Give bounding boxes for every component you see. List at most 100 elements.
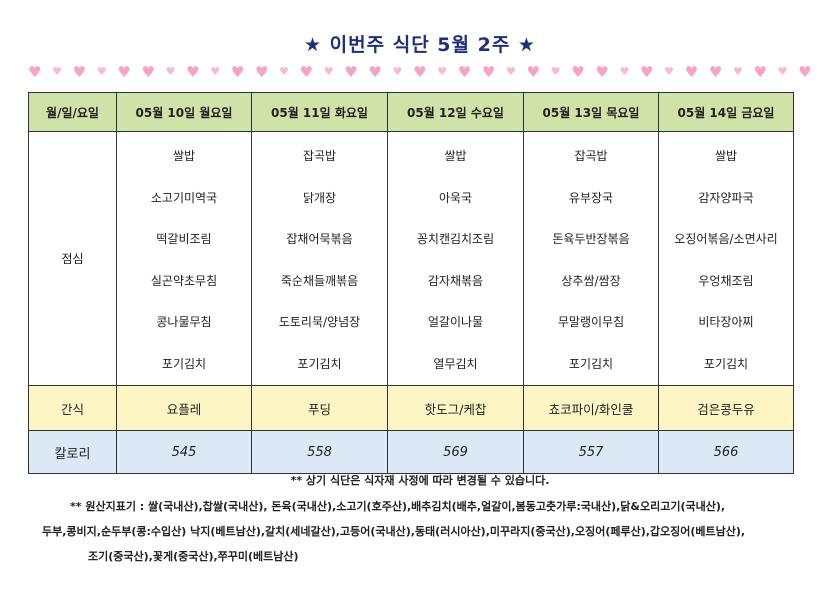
calorie-cell: 557 <box>523 430 659 474</box>
lunch-cell-thu: 잡곡밥 유부장국 돈육두반장볶음 상추쌈/쌈장 무말랭이무침 포기김치 <box>523 131 659 386</box>
heart-icon: ♥ <box>165 65 176 78</box>
lunch-cell-tue: 잡곡밥 닭개장 잡채어묵볶음 죽순채들깨볶음 도토리묵/양념장 포기김치 <box>251 131 388 386</box>
heart-icon: ♥ <box>52 65 62 78</box>
heart-icon: ♥ <box>230 63 245 81</box>
heart-icon: ♥ <box>413 63 427 81</box>
dish-item: 떡갈비조림 <box>156 232 212 246</box>
day-header-thu: 05월 13일 목요일 <box>523 92 659 132</box>
snack-cell: 요플레 <box>116 385 252 431</box>
lunch-cell-wed: 쌀밥 아욱국 꽁치캔김치조림 감자채볶음 얼갈이나물 열무김치 <box>387 131 524 386</box>
dish-item: 무말랭이무침 <box>557 315 625 329</box>
heart-icon: ♥ <box>798 63 812 81</box>
calorie-cell: 569 <box>387 430 524 474</box>
heart-icon: ♥ <box>526 63 540 81</box>
dish-item: 얼갈이나물 <box>427 315 484 329</box>
header-row: 월/일/요일 05월 10일 월요일 05월 11일 화요일 05월 12일 수… <box>28 92 794 132</box>
dish-item: 오징어볶음/소면사리 <box>674 232 778 246</box>
heart-icon: ♥ <box>595 63 609 81</box>
dish-item: 아욱국 <box>438 190 473 205</box>
dish-item: 비타장아찌 <box>698 315 754 329</box>
heart-icon: ♥ <box>392 65 403 78</box>
heart-border: ♥ ♥ ♥ ♥ ♥ ♥ ♥ ♥ ♥ ♥ ♥ ♥ ♥ ♥ ♥ ♥ ♥ ♥ ♥ ♥ ♥ ♥ ♥ ♥ ♥ ♥ ♥ ♥ ♥ ♥ ♥ ♥ ♥ ♥ ♥ <box>28 62 812 82</box>
heart-icon: ♥ <box>506 65 516 78</box>
heart-icon: ♥ <box>96 65 107 78</box>
heart-icon: ♥ <box>344 63 358 81</box>
day-header-wed: 05월 12일 수요일 <box>387 92 524 132</box>
heart-icon: ♥ <box>141 63 155 81</box>
calorie-cell: 545 <box>116 430 252 474</box>
heart-icon: ♥ <box>684 63 699 81</box>
dish-item: 꽁치캔김치조림 <box>416 232 495 246</box>
heart-icon: ♥ <box>640 63 654 81</box>
heart-icon: ♥ <box>571 63 585 81</box>
calorie-cell: 566 <box>658 430 794 474</box>
heart-icon: ♥ <box>664 65 675 78</box>
weekly-menu-table: 월/일/요일 05월 10일 월요일 05월 11일 화요일 05월 12일 수… <box>28 92 794 474</box>
calorie-label: 칼로리 <box>28 430 117 474</box>
snack-cell: 푸딩 <box>251 385 388 431</box>
dish-item: 포기김치 <box>297 356 342 371</box>
calorie-cell: 558 <box>251 430 388 474</box>
dish-item: 유부장국 <box>568 190 614 205</box>
heart-icon: ♥ <box>437 65 448 78</box>
heart-icon: ♥ <box>368 63 382 81</box>
dish-item: 쌀밥 <box>172 149 196 163</box>
dish-item: 돈육두반장볶음 <box>552 232 630 246</box>
dish-item: 감자양파국 <box>698 190 754 205</box>
snack-label: 간식 <box>28 385 117 431</box>
dish-item: 닭개장 <box>302 190 337 205</box>
origin-notice-line: ** 원산지표기 : 쌀(국내산),찹쌀(국내산), 돈육(국내산),소고기(호… <box>70 500 726 513</box>
day-header-fri: 05월 14일 금요일 <box>658 92 794 132</box>
dish-item: 죽순채들깨볶음 <box>280 273 359 288</box>
heart-icon: ♥ <box>753 63 767 81</box>
heart-icon: ♥ <box>457 63 472 81</box>
snack-cell: 핫도그/케찹 <box>387 385 524 431</box>
lunch-cell-fri: 쌀밥 감자양파국 오징어볶음/소면사리 우엉채조림 비타장아찌 포기김치 <box>658 131 794 386</box>
heart-icon: ♥ <box>210 65 221 78</box>
dish-item: 상추쌈/쌈장 <box>561 273 621 288</box>
dish-item: 포기김치 <box>703 356 749 371</box>
heart-icon: ♥ <box>186 63 200 81</box>
heart-icon: ♥ <box>28 63 42 81</box>
heart-icon: ♥ <box>117 63 131 81</box>
lunch-row: 점심 쌀밥 소고기미역국 떡갈비조림 실곤약초무침 콩나물무침 포기김치 잡곡밥… <box>28 131 794 386</box>
origin-notice-line: 조기(중국산),꽃게(중국산),쭈꾸미(베트남산) <box>88 550 299 563</box>
dish-item: 포기김치 <box>568 356 614 371</box>
dish-item: 도토리묵/양념장 <box>278 315 361 329</box>
dish-item: 잡곡밥 <box>302 149 337 163</box>
origin-notice-line: 두부,콩비지,순두부(콩:수입산) 낙지(베트남산),갈치(세네갈산),고등어(… <box>42 525 746 538</box>
day-header-mon: 05월 10일 월요일 <box>116 92 252 132</box>
day-header-tue: 05월 11일 화요일 <box>251 92 388 132</box>
dish-item: 소고기미역국 <box>150 190 218 205</box>
dish-item: 잡곡밥 <box>574 149 608 163</box>
heart-icon: ♥ <box>732 65 743 78</box>
dish-item: 콩나물무침 <box>156 315 212 329</box>
snack-cell: 검은콩두유 <box>658 385 794 431</box>
heart-icon: ♥ <box>299 63 314 81</box>
heart-icon: ♥ <box>72 63 87 81</box>
corner-header: 월/일/요일 <box>28 92 117 132</box>
heart-icon: ♥ <box>619 65 630 78</box>
page-title: ★ 이번주 식단 5월 2주 ★ <box>304 34 536 56</box>
dish-item: 포기김치 <box>161 356 207 371</box>
heart-icon: ♥ <box>708 63 723 81</box>
calorie-row: 칼로리 545 558 569 557 566 <box>28 430 794 474</box>
dish-item: 잡채어묵볶음 <box>286 232 353 246</box>
change-notice: ** 상기 식단은 식자재 사정에 따라 변경될 수 있습니다. <box>290 474 550 487</box>
dish-item: 쌀밥 <box>444 149 467 163</box>
snack-cell: 쵸코파이/화인쿨 <box>523 385 659 431</box>
heart-icon: ♥ <box>550 65 561 78</box>
heart-icon: ♥ <box>777 65 788 78</box>
heart-icon: ♥ <box>279 65 289 78</box>
lunch-label: 점심 <box>28 131 117 386</box>
dish-item: 감자채볶음 <box>427 273 484 288</box>
dish-item: 실곤약초무침 <box>150 273 218 288</box>
dish-item: 우엉채조림 <box>698 273 754 288</box>
dish-item: 쌀밥 <box>714 149 738 163</box>
lunch-cell-mon: 쌀밥 소고기미역국 떡갈비조림 실곤약초무침 콩나물무침 포기김치 <box>116 131 252 386</box>
heart-icon: ♥ <box>323 65 334 78</box>
heart-icon: ♥ <box>254 63 269 81</box>
dish-item: 열무김치 <box>433 356 478 371</box>
heart-icon: ♥ <box>481 63 496 81</box>
snack-row: 간식 요플레 푸딩 핫도그/케찹 쵸코파이/화인쿨 검은콩두유 <box>28 385 794 431</box>
